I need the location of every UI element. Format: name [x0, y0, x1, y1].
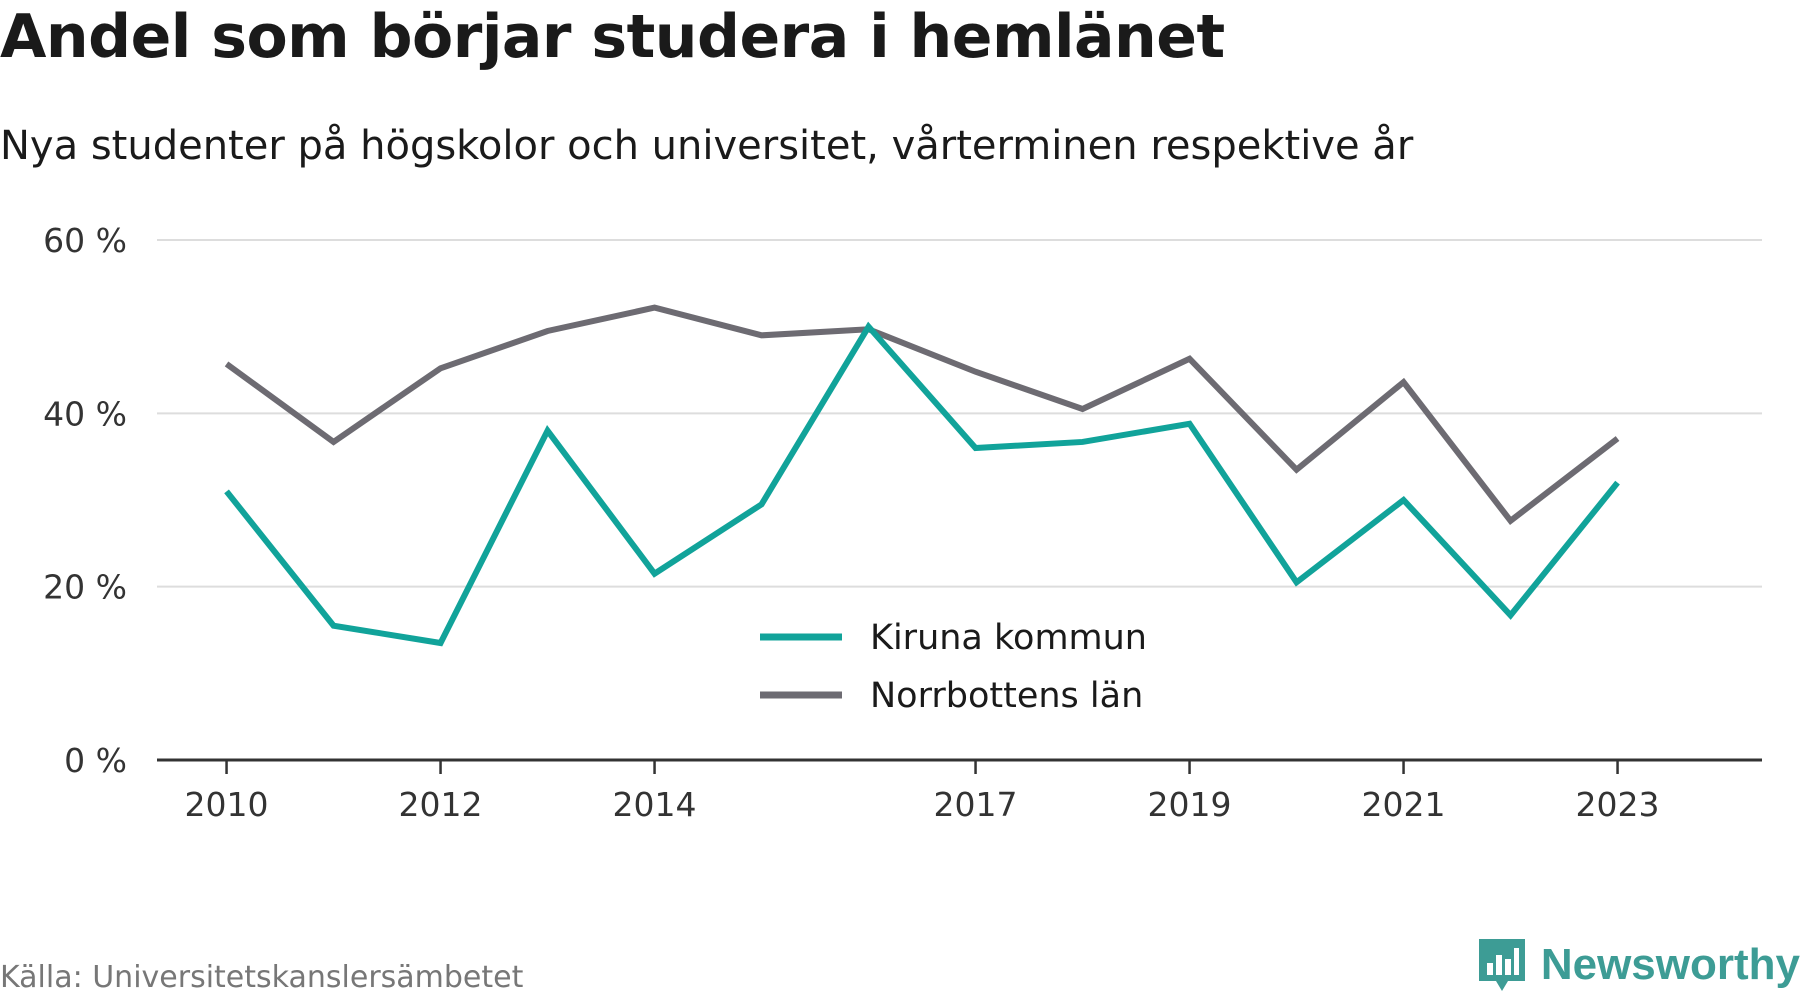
brand-logo: Newsworthy: [1475, 930, 1800, 1000]
legend: Kiruna kommun Norrbottens län: [760, 618, 1147, 716]
series-lines: [224, 304, 1620, 647]
y-tick-label-60: 60 %: [43, 221, 127, 260]
legend-label-kiruna: Kiruna kommun: [870, 618, 1147, 658]
x-tick-labels: 2010 2012 2014 2017 2019 2021 2023: [185, 785, 1660, 824]
bar-chart-badge-icon: [1478, 939, 1525, 991]
y-tick-label-0: 0 %: [64, 741, 127, 780]
x-tick-label-2010: 2010: [185, 785, 269, 824]
y-tick-label-20: 20 %: [43, 568, 127, 607]
x-tick-label-2023: 2023: [1576, 785, 1660, 824]
chart-title: Andel som börjar studera i hemlänet: [0, 2, 1225, 72]
brand-name: Newsworthy: [1540, 940, 1800, 989]
y-tick-label-40: 40 %: [43, 394, 127, 433]
x-tick-label-2021: 2021: [1362, 785, 1446, 824]
chart-subtitle: Nya studenter på högskolor och universit…: [0, 123, 1414, 169]
x-axis: [157, 758, 1762, 774]
x-tick-label-2017: 2017: [934, 785, 1018, 824]
source-note: Källa: Universitetskanslersämbetet: [0, 960, 524, 995]
x-tick-label-2014: 2014: [613, 785, 697, 824]
series-line-norrbotten: [224, 304, 1620, 526]
series-line-kiruna: [224, 321, 1620, 647]
x-tick-label-2012: 2012: [399, 785, 483, 824]
grid-lines: [157, 239, 1762, 588]
line-chart: 0 % 20 % 40 % 60 % 2010 2012 2014 2017 2019 2021…: [43, 221, 1762, 824]
y-tick-labels: 0 % 20 % 40 % 60 %: [43, 221, 127, 780]
legend-label-norrbotten: Norrbottens län: [870, 676, 1143, 716]
x-tick-label-2019: 2019: [1148, 785, 1232, 824]
